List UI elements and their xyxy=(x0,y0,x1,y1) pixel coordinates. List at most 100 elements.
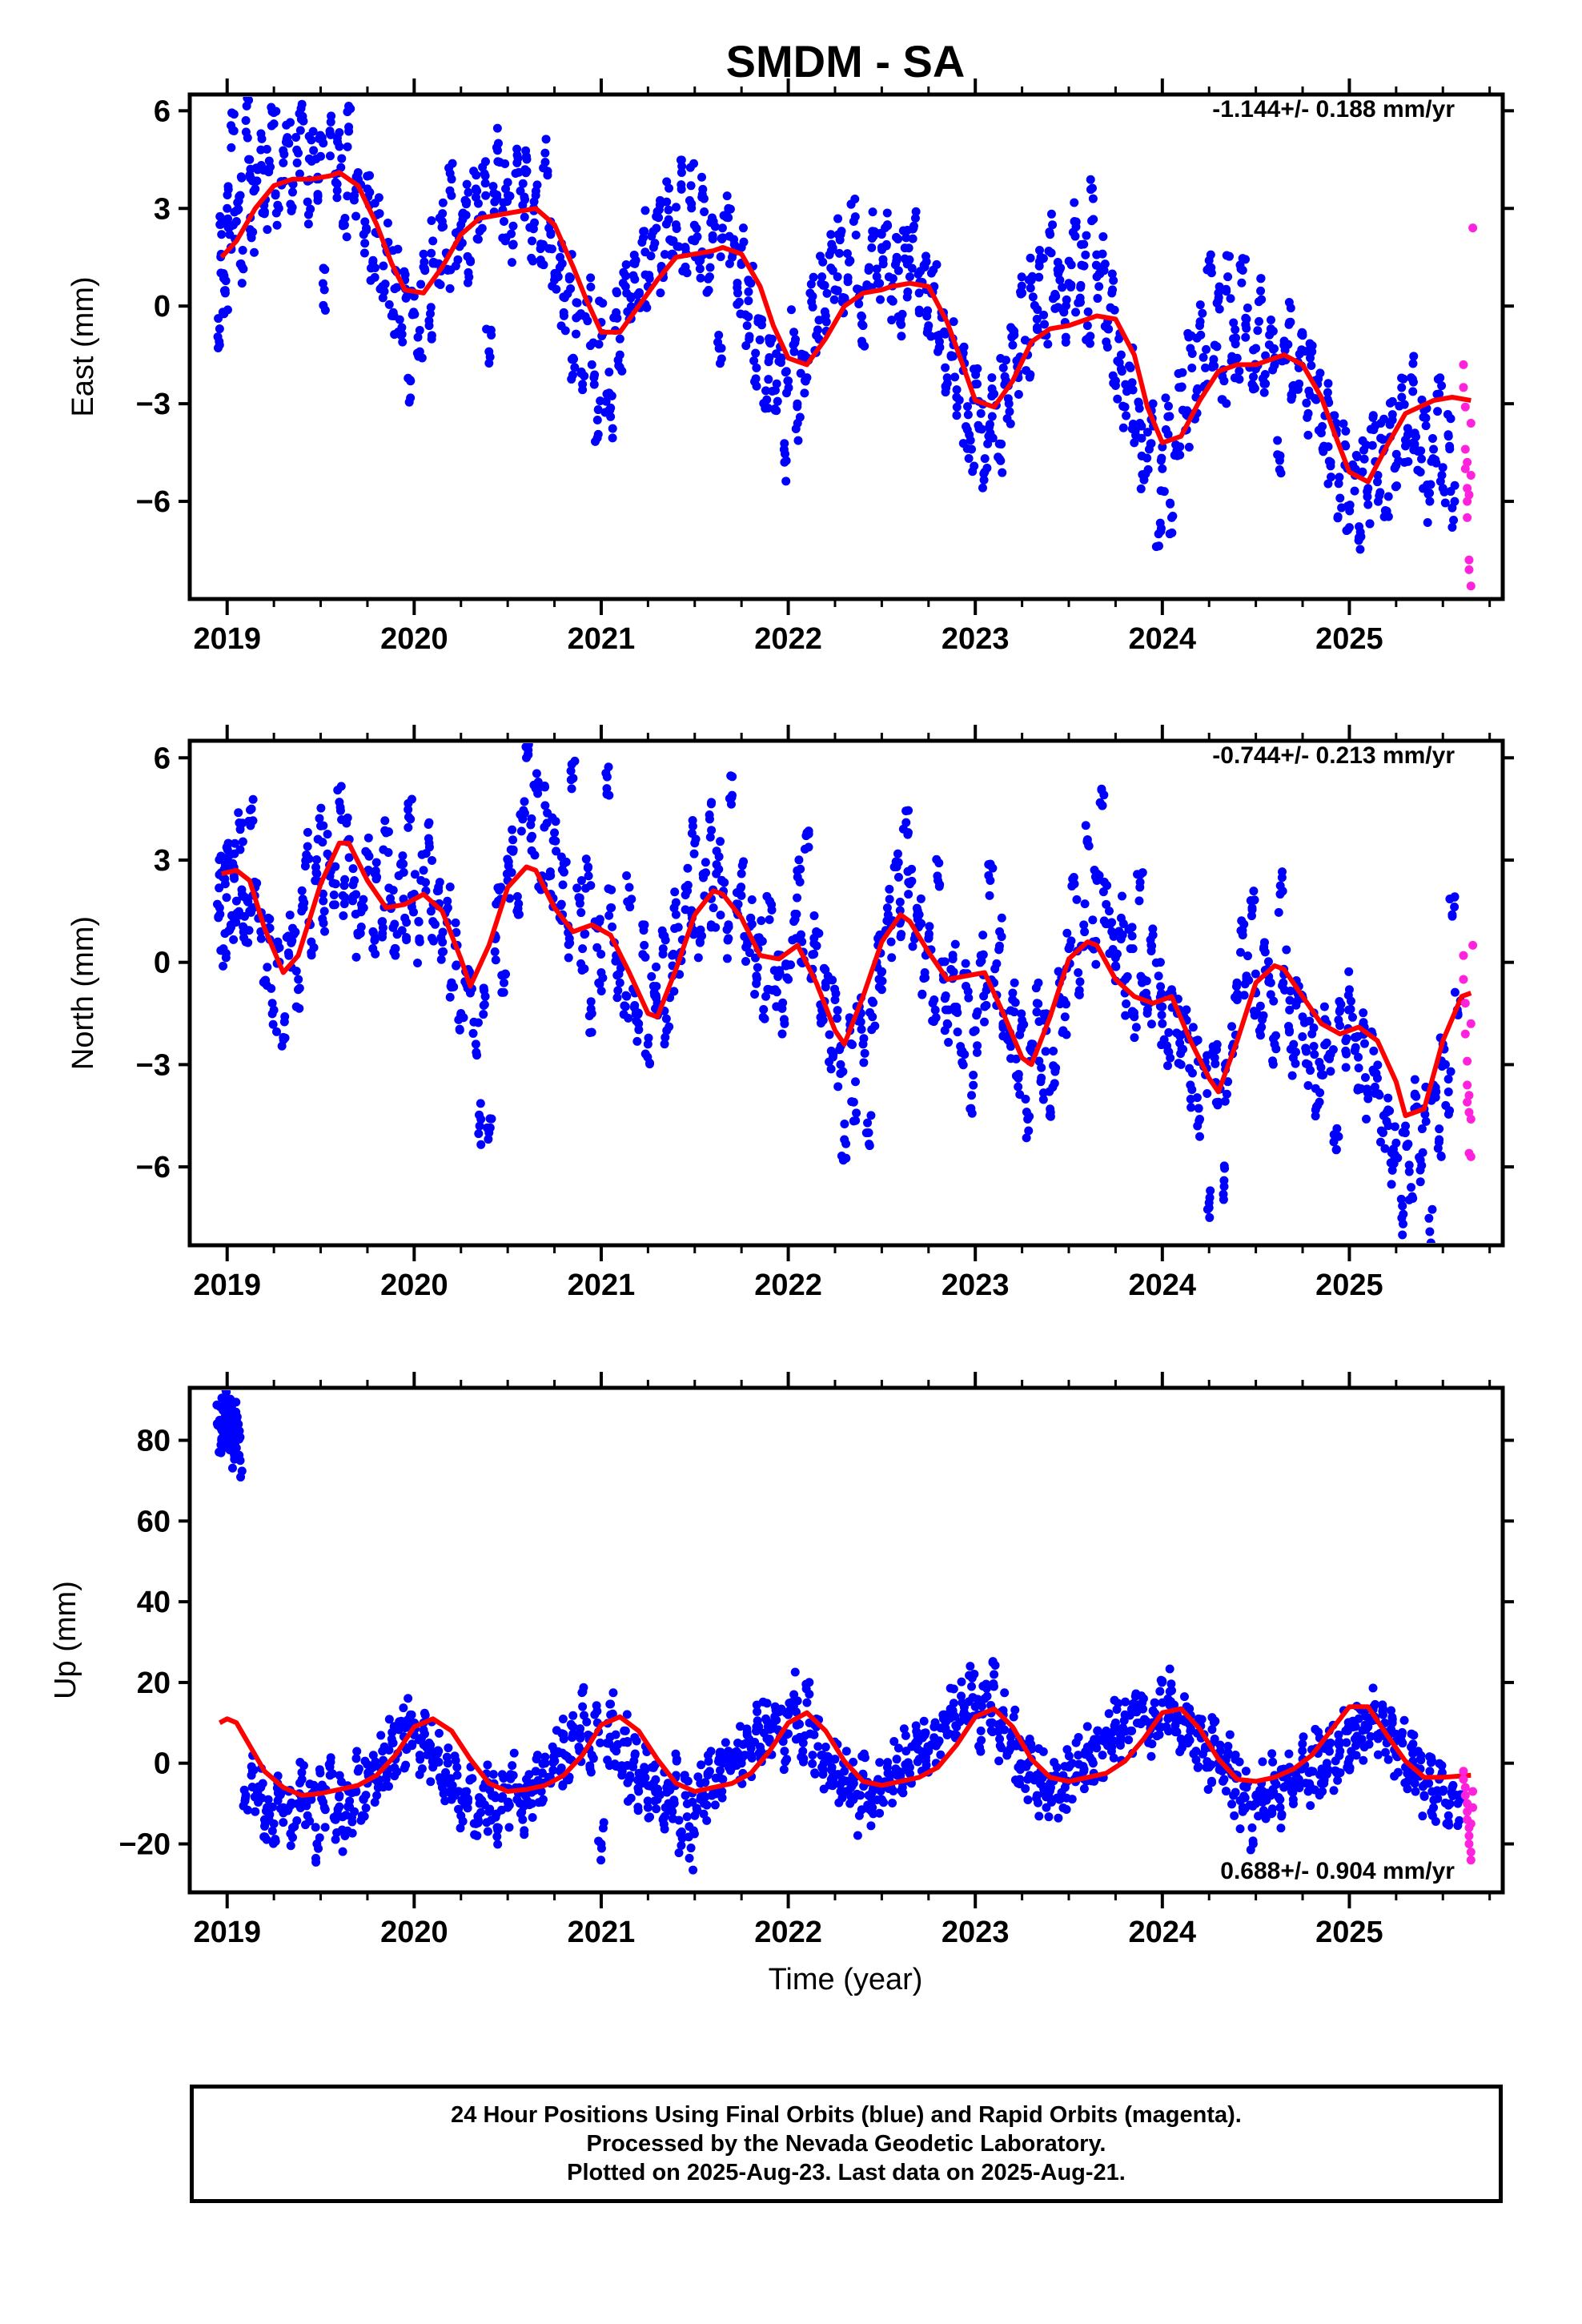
east-final-point xyxy=(1017,272,1026,282)
north-final-point xyxy=(1354,1052,1363,1062)
up-final-point xyxy=(1144,1738,1154,1747)
north-final-point xyxy=(943,1019,953,1029)
north-final-point xyxy=(1097,785,1106,794)
north-final-point xyxy=(273,938,283,947)
north-final-point xyxy=(328,879,338,888)
up-final-point xyxy=(699,1809,709,1819)
north-final-point xyxy=(608,922,617,931)
up-final-point xyxy=(1000,1725,1010,1735)
east-final-point xyxy=(282,120,291,130)
east-final-point xyxy=(1161,424,1170,434)
up-final-point xyxy=(268,1839,278,1848)
up-final-point xyxy=(566,1719,576,1729)
up-final-point xyxy=(793,1696,802,1706)
up-final-point xyxy=(503,1798,512,1807)
east-final-point xyxy=(821,317,831,327)
up-final-point xyxy=(892,1755,901,1764)
north-final-point xyxy=(1285,1005,1295,1015)
east-final-point xyxy=(1426,480,1435,489)
north-rapid-point xyxy=(1459,975,1468,984)
up-final-point xyxy=(1090,1776,1099,1786)
north-final-point xyxy=(473,1018,483,1027)
east-final-point xyxy=(1259,379,1269,388)
east-final-point xyxy=(1432,389,1442,399)
east-final-point xyxy=(244,155,254,164)
north-final-point xyxy=(263,963,272,972)
east-final-point xyxy=(607,391,616,400)
north-final-point xyxy=(826,1064,836,1074)
east-final-point xyxy=(520,165,530,175)
east-final-point xyxy=(1070,231,1080,241)
north-final-point xyxy=(532,769,541,778)
north-final-point xyxy=(658,944,668,954)
east-final-point xyxy=(404,397,414,407)
north-final-point xyxy=(1174,1059,1183,1068)
east-final-point xyxy=(677,180,686,190)
up-final-point xyxy=(805,1729,815,1739)
east-final-point xyxy=(1311,394,1320,404)
north-final-point xyxy=(586,881,596,891)
east-final-point xyxy=(705,263,715,272)
east-final-point xyxy=(271,208,281,218)
up-final-point xyxy=(320,1805,330,1815)
up-final-point xyxy=(1119,1716,1129,1726)
north-final-point xyxy=(1341,1063,1351,1072)
east-final-point xyxy=(1082,321,1092,331)
east-final-point xyxy=(739,237,749,247)
up-final-point xyxy=(588,1754,598,1763)
up-final-point xyxy=(875,1758,885,1767)
up-final-point xyxy=(351,1787,361,1796)
east-final-point xyxy=(971,370,981,380)
north-final-point xyxy=(319,896,328,906)
up-final-point xyxy=(1268,1757,1278,1767)
north-final-point xyxy=(485,1114,495,1124)
north-final-point xyxy=(1346,1004,1355,1014)
east-final-point xyxy=(1259,388,1269,397)
up-final-point xyxy=(258,1779,267,1788)
north-final-point xyxy=(647,971,656,981)
up-final-point xyxy=(940,1724,950,1734)
east-final-point xyxy=(662,177,672,187)
up-final-point xyxy=(376,1731,386,1740)
north-final-point xyxy=(1034,1056,1044,1066)
east-final-point xyxy=(1142,428,1152,437)
north-final-point xyxy=(564,940,573,950)
north-final-point xyxy=(887,953,897,963)
north-final-point xyxy=(933,871,942,881)
up-final-point xyxy=(1023,1795,1033,1804)
east-final-point xyxy=(1446,487,1456,497)
east-final-point xyxy=(295,126,305,135)
east-final-point xyxy=(793,399,802,408)
up-final-point xyxy=(790,1667,800,1677)
east-final-point xyxy=(1397,383,1407,392)
east-final-point xyxy=(220,215,230,225)
east-final-point xyxy=(996,353,1006,363)
north-final-point xyxy=(548,836,558,846)
up-final-point xyxy=(889,1737,899,1747)
up-final-point xyxy=(808,1751,817,1760)
east-final-point xyxy=(857,340,867,349)
east-final-point xyxy=(267,121,276,131)
east-final-point xyxy=(1249,381,1259,391)
north-final-point xyxy=(814,929,824,939)
east-final-point xyxy=(902,292,912,302)
east-final-point xyxy=(447,191,456,200)
north-final-point xyxy=(1417,1124,1427,1134)
north-final-point xyxy=(624,1013,633,1023)
north-final-point xyxy=(508,825,517,834)
north-final-point xyxy=(451,918,460,927)
east-final-point xyxy=(1117,367,1126,376)
up-final-point xyxy=(989,1679,998,1689)
north-final-point xyxy=(856,1017,865,1027)
north-final-point xyxy=(479,1000,488,1010)
up-final-point xyxy=(227,1463,237,1473)
east-final-point xyxy=(1355,522,1364,532)
up-final-point xyxy=(818,1765,828,1775)
east-final-point xyxy=(987,384,997,394)
north-final-point xyxy=(475,1110,484,1120)
east-final-point xyxy=(887,316,897,325)
east-final-point xyxy=(817,272,827,282)
east-final-point xyxy=(833,286,842,296)
north-final-point xyxy=(804,842,813,852)
north-final-point xyxy=(978,931,988,940)
